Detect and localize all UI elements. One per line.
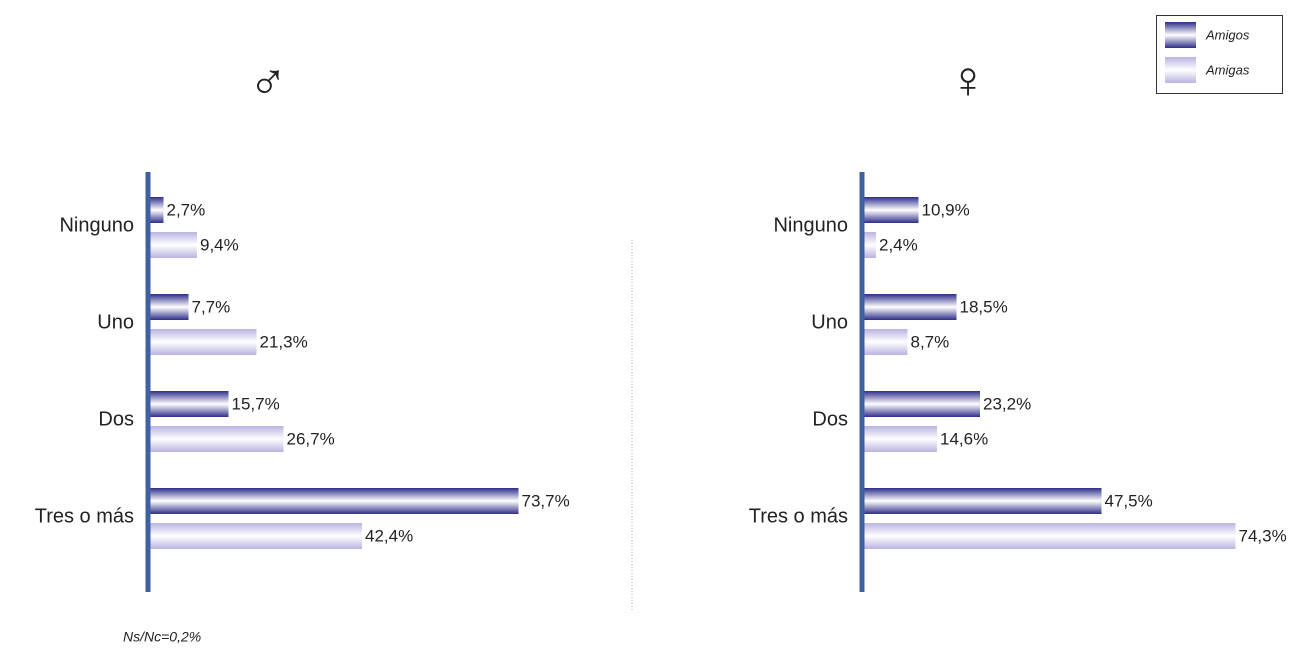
bar <box>864 391 980 417</box>
bar <box>150 426 284 452</box>
category-label: Ninguno <box>59 214 134 236</box>
annotation: Ns/Nc=0,2% <box>123 629 201 645</box>
value-label: 74,3% <box>1239 526 1287 545</box>
category-label: Dos <box>812 408 848 430</box>
legend-label: Amigas <box>1205 62 1250 77</box>
value-label: 18,5% <box>960 297 1008 316</box>
value-label: 42,4% <box>365 526 413 545</box>
value-label: 23,2% <box>983 394 1031 413</box>
value-label: 8,7% <box>911 332 950 351</box>
category-label: Tres o más <box>35 505 134 527</box>
value-label: 2,7% <box>167 200 206 219</box>
bar <box>150 197 164 223</box>
bar <box>150 391 229 417</box>
value-label: 7,7% <box>192 297 231 316</box>
bar <box>150 294 189 320</box>
value-label: 15,7% <box>232 394 280 413</box>
chart-title: ♂ <box>249 52 288 110</box>
value-label: 26,7% <box>287 429 335 448</box>
bar <box>864 329 908 355</box>
bar <box>864 426 937 452</box>
bar <box>864 488 1102 514</box>
category-label: Tres o más <box>749 505 848 527</box>
legend-label: Amigos <box>1205 27 1250 42</box>
value-label: 14,6% <box>940 429 988 448</box>
bar <box>150 232 197 258</box>
value-label: 2,4% <box>879 235 918 254</box>
bar <box>864 197 919 223</box>
legend-swatch <box>1165 57 1196 83</box>
bar <box>150 329 257 355</box>
bar <box>864 232 876 258</box>
legend-swatch <box>1165 22 1196 48</box>
bar <box>864 523 1236 549</box>
value-label: 10,9% <box>922 200 970 219</box>
category-label: Ninguno <box>773 214 848 236</box>
bar <box>864 294 957 320</box>
value-label: 9,4% <box>200 235 239 254</box>
bar <box>150 523 362 549</box>
value-label: 47,5% <box>1105 491 1153 510</box>
bar <box>150 488 519 514</box>
category-label: Uno <box>811 311 848 333</box>
chart-title: ♀ <box>949 52 988 110</box>
value-label: 21,3% <box>260 332 308 351</box>
category-label: Dos <box>98 408 134 430</box>
category-label: Uno <box>97 311 134 333</box>
value-label: 73,7% <box>522 491 570 510</box>
